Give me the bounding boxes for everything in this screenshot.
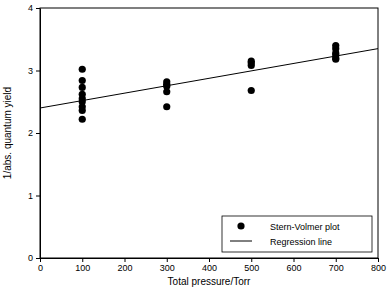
data-point: [79, 77, 86, 84]
x-tick-mark: [125, 258, 126, 262]
legend-box: [222, 216, 372, 252]
plot: 0 100 200 300 400 500 600 700 800 0 1 2 3 4 Stern-Volm…: [28, 3, 386, 273]
y-tick-mark: [36, 133, 40, 134]
data-point: [248, 87, 255, 94]
regression-line: [40, 49, 378, 108]
y-tick: 3: [28, 66, 40, 76]
legend-item: Regression line: [230, 237, 332, 247]
x-tick: 700: [329, 258, 344, 273]
data-point: [79, 84, 86, 91]
legend-item: Stern-Volmer plot: [237, 222, 340, 232]
x-tick-label: 500: [244, 263, 259, 273]
x-tick-label: 200: [117, 263, 132, 273]
y-axis-title: 1/abs. quantum yield: [2, 87, 13, 179]
legend-label: Stern-Volmer plot: [270, 222, 340, 232]
y-tick-label: 0: [28, 253, 33, 263]
legend-swatch: [237, 222, 244, 229]
x-tick-label: 600: [286, 263, 301, 273]
x-tick-label: 100: [75, 263, 90, 273]
y-tick-mark: [36, 8, 40, 9]
x-tick-mark: [40, 258, 41, 262]
legend-label: Regression line: [270, 237, 332, 247]
x-tick-label: 300: [160, 263, 175, 273]
x-tick-mark: [336, 258, 337, 262]
data-point: [163, 88, 170, 95]
x-tick-mark: [167, 258, 168, 262]
x-tick: 300: [160, 258, 175, 273]
x-tick-label: 700: [329, 263, 344, 273]
y-tick-label: 2: [28, 128, 33, 138]
y-tick: 2: [28, 128, 40, 138]
x-tick: 400: [202, 258, 217, 273]
plot-frame: [40, 8, 378, 258]
y-axis-line: [40, 9, 41, 259]
x-tick-mark: [82, 258, 83, 262]
y-tick-mark: [36, 196, 40, 197]
y-tick-mark: [36, 258, 40, 259]
x-tick: 0: [38, 258, 43, 273]
x-tick: 200: [117, 258, 132, 273]
x-tick: 800: [371, 258, 386, 273]
legend: Stern-Volmer plot Regression line: [222, 216, 372, 252]
x-tick-label: 800: [371, 263, 386, 273]
x-tick-label: 0: [38, 263, 43, 273]
x-tick: 100: [75, 258, 90, 273]
data-marks: [40, 42, 378, 123]
x-tick-label: 400: [202, 263, 217, 273]
y-tick: 1: [28, 191, 40, 201]
x-tick-mark: [378, 258, 379, 262]
y-tick: 0: [28, 253, 40, 263]
y-tick-label: 3: [28, 66, 33, 76]
y-tick-mark: [36, 71, 40, 72]
x-tick-mark: [209, 258, 210, 262]
legend-swatch: [230, 241, 252, 242]
data-point: [79, 107, 86, 114]
y-tick-label: 1: [28, 191, 33, 201]
x-tick-mark: [294, 258, 295, 262]
data-point: [248, 62, 255, 69]
y-axis: 0 1 2 3 4: [28, 3, 41, 263]
data-point: [79, 66, 86, 73]
y-tick: 4: [28, 3, 40, 13]
x-tick: 500: [244, 258, 259, 273]
x-axis: 0 100 200 300 400 500 600 700 800: [38, 258, 386, 273]
y-tick-label: 4: [28, 3, 33, 13]
data-point: [163, 103, 170, 110]
chart: 0 100 200 300 400 500 600 700 800 0 1 2 3 4 Stern-Volm…: [0, 0, 392, 290]
x-tick: 600: [286, 258, 301, 273]
x-axis-title: Total pressure/Torr: [168, 276, 251, 287]
data-point: [79, 116, 86, 123]
x-tick-mark: [251, 258, 252, 262]
